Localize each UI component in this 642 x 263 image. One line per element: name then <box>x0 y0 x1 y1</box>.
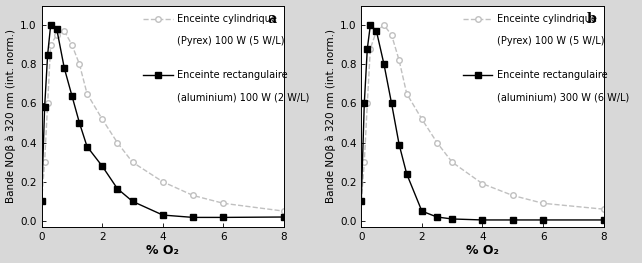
Text: Enceinte rectangulaire: Enceinte rectangulaire <box>177 70 288 80</box>
Y-axis label: Bande NOβ à 320 nm (int. norm.): Bande NOβ à 320 nm (int. norm.) <box>6 29 16 203</box>
Text: Enceinte cylindrique: Enceinte cylindrique <box>177 14 277 24</box>
Y-axis label: Bande NOβ à 320 nm (int. norm.): Bande NOβ à 320 nm (int. norm.) <box>325 29 336 203</box>
Text: (Pyrex) 100 W (5 W/L): (Pyrex) 100 W (5 W/L) <box>497 36 605 46</box>
Text: a: a <box>268 12 277 26</box>
Text: Enceinte rectangulaire: Enceinte rectangulaire <box>497 70 607 80</box>
X-axis label: % O₂: % O₂ <box>466 244 499 257</box>
Text: (Pyrex) 100 W (5 W/L): (Pyrex) 100 W (5 W/L) <box>177 36 285 46</box>
Text: (aluminium) 300 W (6 W/L): (aluminium) 300 W (6 W/L) <box>497 92 629 102</box>
Text: Enceinte cylindrique: Enceinte cylindrique <box>497 14 597 24</box>
X-axis label: % O₂: % O₂ <box>146 244 179 257</box>
Text: b: b <box>587 12 596 26</box>
Text: (aluminium) 100 W (2 W/L): (aluminium) 100 W (2 W/L) <box>177 92 309 102</box>
